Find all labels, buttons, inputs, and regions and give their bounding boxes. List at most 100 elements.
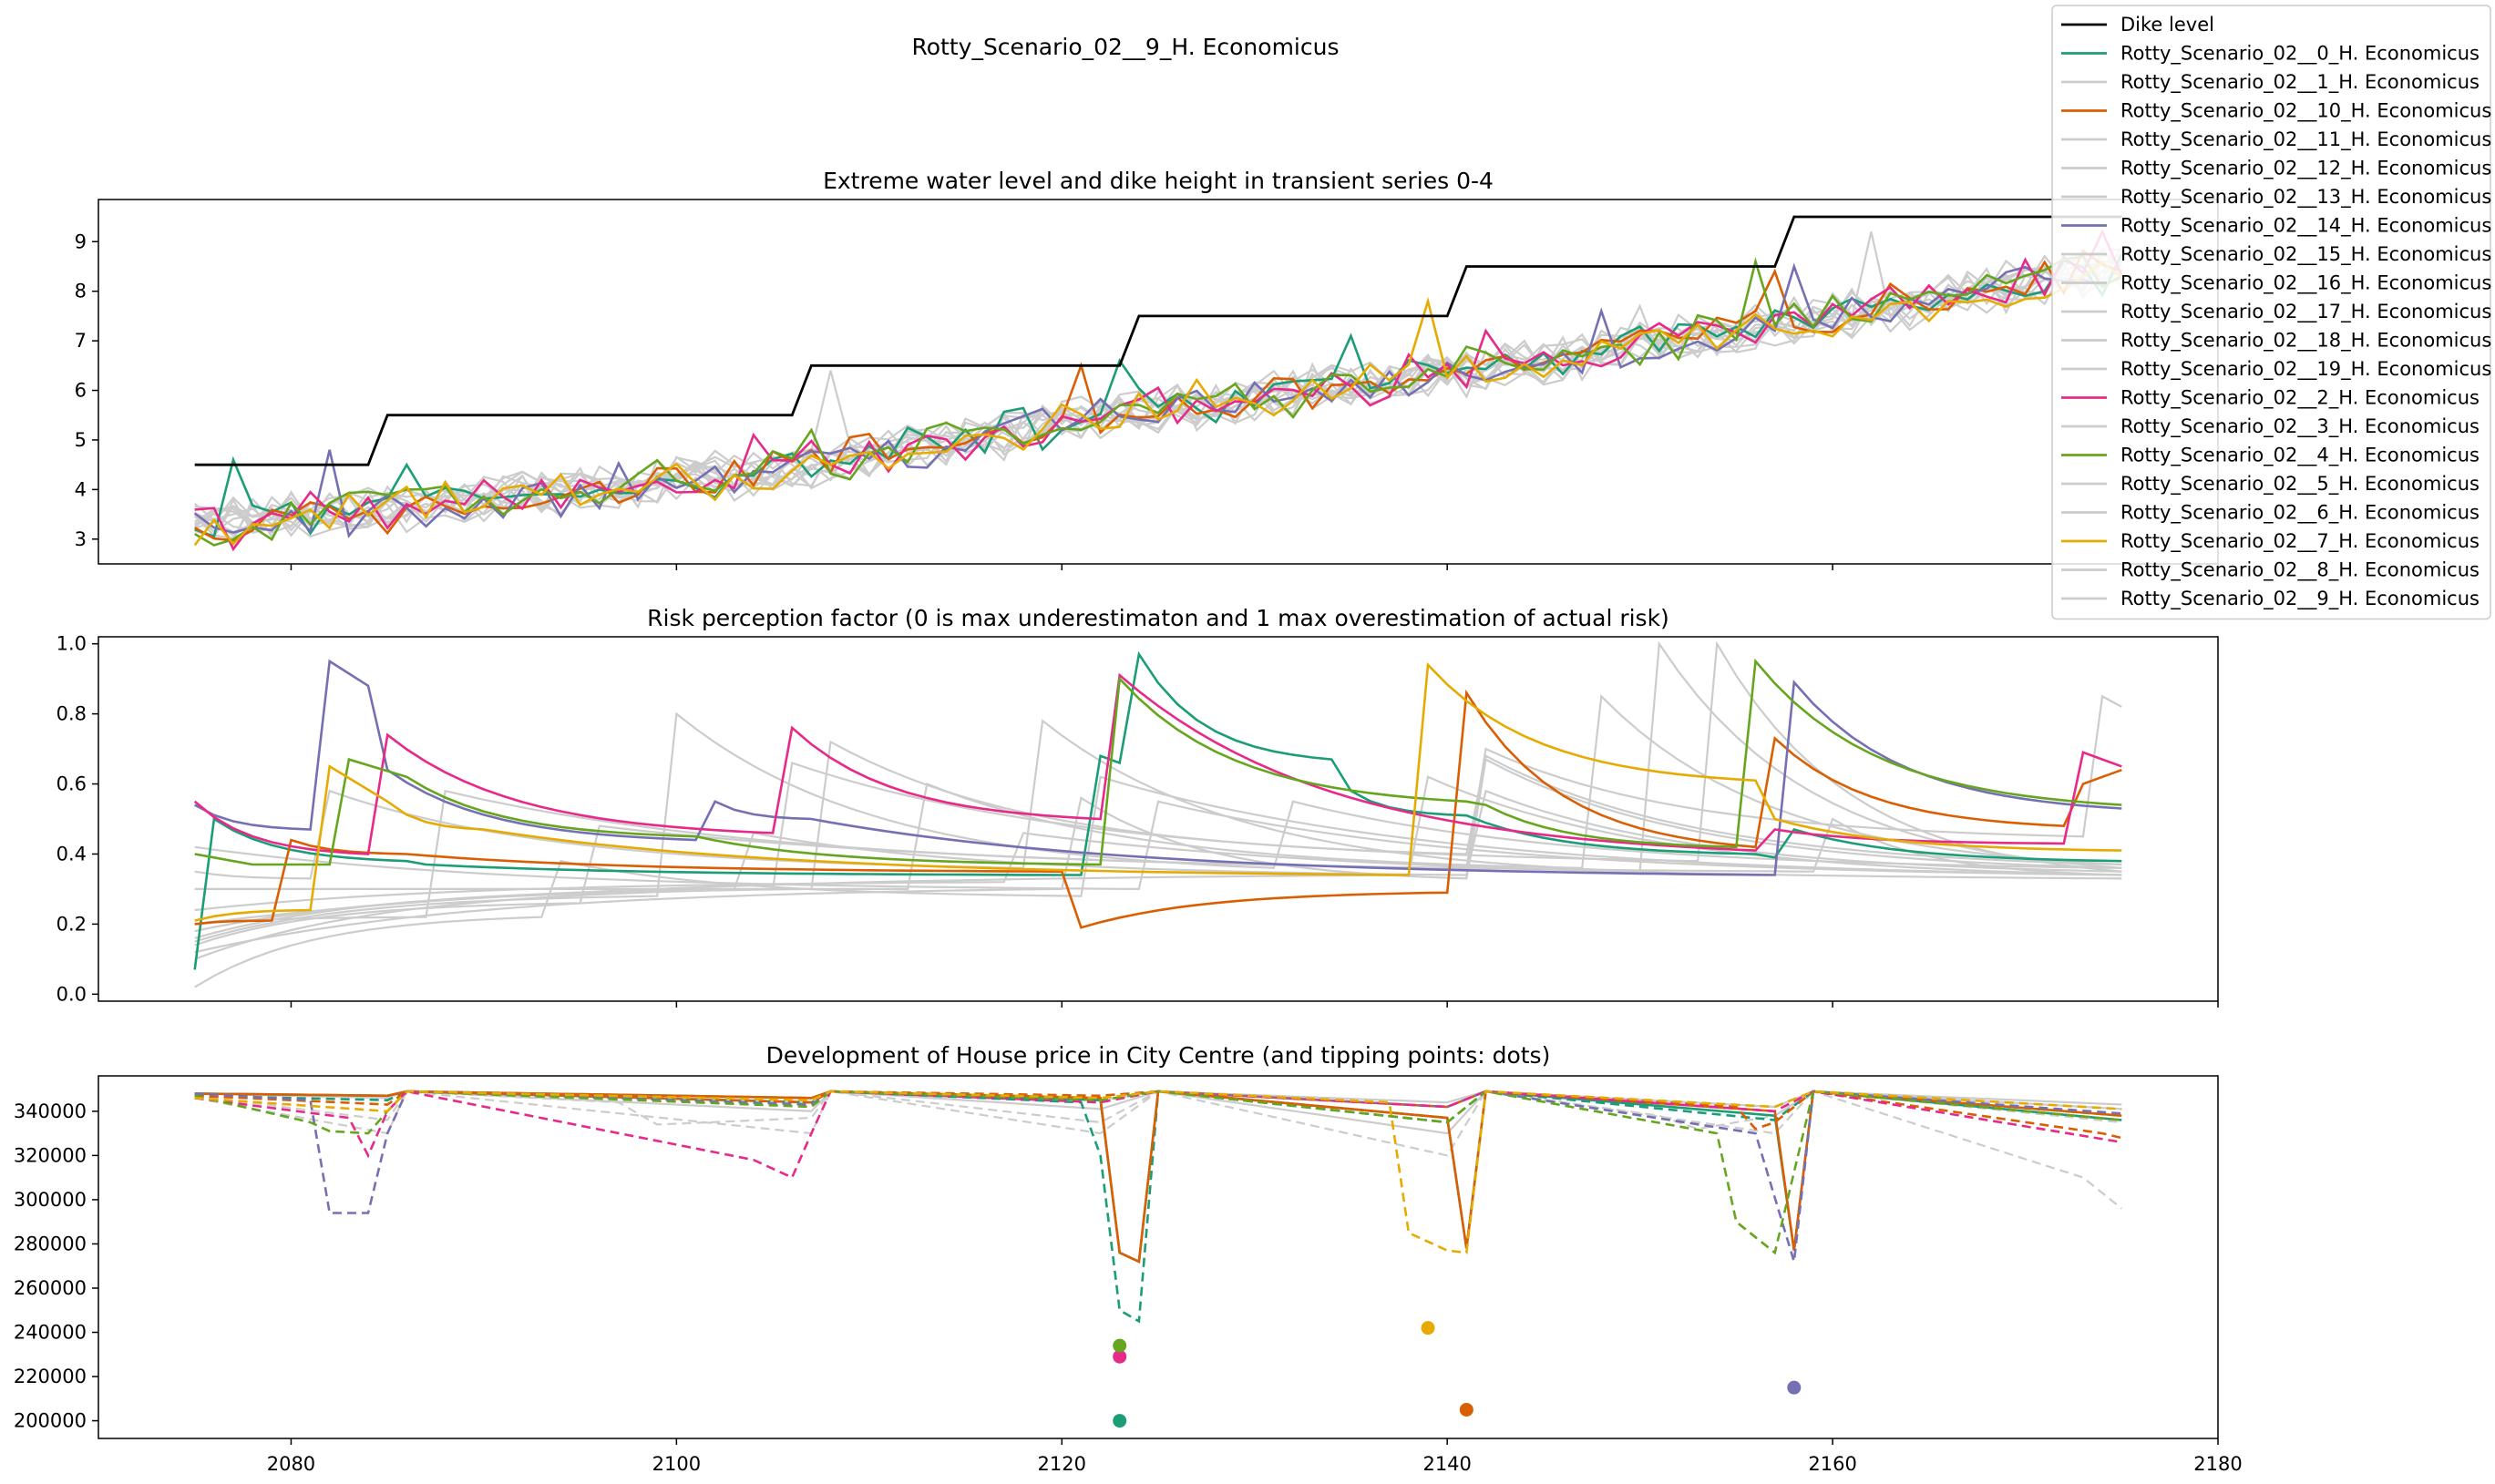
legend-entry: Rotty_Scenario_02__3_H. Economicus <box>2061 415 2480 438</box>
legend-entry: Rotty_Scenario_02__5_H. Economicus <box>2061 473 2480 496</box>
price-series-4 <box>194 1090 2122 1264</box>
panel-house-price-title: Development of House price in City Centr… <box>766 1042 1551 1069</box>
legend-entry: Rotty_Scenario_02__12_H. Economicus <box>2061 158 2491 180</box>
risk-series-17 <box>194 658 2122 866</box>
price-series-2 <box>194 1090 2122 1210</box>
legend-label: Rotty_Scenario_02__5_H. Economicus <box>2120 473 2480 496</box>
legend-entry: Rotty_Scenario_02__16_H. Economicus <box>2061 272 2491 295</box>
xtick-label: 2080 <box>267 1453 315 1475</box>
risk-series-14 <box>194 689 2122 929</box>
tipping-point-dot <box>1459 1402 1473 1417</box>
legend-label: Rotty_Scenario_02__4_H. Economicus <box>2120 445 2480 467</box>
legend-entry: Dike level <box>2061 14 2214 36</box>
legend-label: Rotty_Scenario_02__3_H. Economicus <box>2120 415 2480 438</box>
ytick-label: 0.6 <box>56 773 87 795</box>
legend-label: Rotty_Scenario_02__9_H. Economicus <box>2120 588 2480 610</box>
risk-series-1 <box>194 640 2122 880</box>
legend-label: Rotty_Scenario_02__16_H. Economicus <box>2120 272 2491 295</box>
risk-series-6 <box>194 757 2122 954</box>
ytick-label: 200000 <box>14 1410 87 1432</box>
ytick-label: 6 <box>75 380 87 402</box>
risk-series-13 <box>193 650 2122 970</box>
risk-series-18 <box>194 661 2122 922</box>
legend-label: Rotty_Scenario_02__14_H. Economicus <box>2120 215 2491 238</box>
legend-entry: Rotty_Scenario_02__19_H. Economicus <box>2061 358 2491 381</box>
legend-entry: Rotty_Scenario_02__1_H. Economicus <box>2061 71 2480 94</box>
legend-entry: Rotty_Scenario_02__13_H. Economicus <box>2061 186 2491 209</box>
legend-entry: Rotty_Scenario_02__9_H. Economicus <box>2061 588 2480 610</box>
legend-label: Dike level <box>2120 14 2214 36</box>
legend-label: Rotty_Scenario_02__17_H. Economicus <box>2120 301 2491 323</box>
legend-label: Rotty_Scenario_02__6_H. Economicus <box>2120 502 2480 525</box>
ytick-label: 8 <box>75 281 87 302</box>
ytick-label: 0.4 <box>56 843 87 865</box>
ytick-label: 340000 <box>14 1100 87 1122</box>
risk-series-9 <box>194 817 2122 947</box>
legend-label: Rotty_Scenario_02__2_H. Economicus <box>2120 387 2480 410</box>
axes-frame <box>98 636 2219 1002</box>
dike-level-line <box>194 215 2122 466</box>
figure-suptitle: Rotty_Scenario_02__9_H. Economicus <box>912 34 1340 60</box>
tipping-point-dot <box>1113 1349 1127 1364</box>
panel-risk-perception: Risk perception factor (0 is max underes… <box>56 605 2219 1008</box>
price-series-11 <box>194 1090 2122 1254</box>
legend-entry: Rotty_Scenario_02__15_H. Economicus <box>2061 243 2491 266</box>
plot-area <box>193 215 2123 552</box>
price-series-5 <box>194 1090 2122 1324</box>
panel-house-price: Development of House price in City Centr… <box>14 1042 2243 1475</box>
legend-entry: Rotty_Scenario_02__18_H. Economicus <box>2061 330 2491 353</box>
water-series-11 <box>194 258 2122 528</box>
ytick-label: 0.0 <box>56 983 87 1005</box>
legend-label: Rotty_Scenario_02__13_H. Economicus <box>2120 186 2491 209</box>
plot-area <box>194 1090 2122 1428</box>
ytick-label: 260000 <box>14 1277 87 1299</box>
risk-series-11 <box>194 789 2122 939</box>
legend-entry: Rotty_Scenario_02__4_H. Economicus <box>2061 445 2480 467</box>
ytick-label: 240000 <box>14 1322 87 1344</box>
price-series-10 <box>194 1090 2122 1255</box>
ytick-label: 9 <box>75 230 87 252</box>
ytick-label: 7 <box>75 330 87 352</box>
tipping-point-dot <box>1113 1414 1127 1428</box>
price-series-9 <box>194 1090 2122 1180</box>
risk-series-12 <box>194 832 2122 912</box>
legend-entry: Rotty_Scenario_02__17_H. Economicus <box>2061 301 2491 323</box>
ytick-label: 220000 <box>14 1366 87 1387</box>
legend-label: Rotty_Scenario_02__18_H. Economicus <box>2120 330 2491 353</box>
legend-entry: Rotty_Scenario_02__0_H. Economicus <box>2061 43 2480 66</box>
xtick-label: 2120 <box>1038 1453 1086 1475</box>
ytick-label: 3 <box>75 528 87 550</box>
price-series-3 <box>194 1090 2122 1157</box>
legend-entry: Rotty_Scenario_02__11_H. Economicus <box>2061 128 2491 151</box>
water-series-6 <box>194 231 2122 534</box>
ytick-label: 280000 <box>14 1233 87 1254</box>
legend: Dike level Rotty_Scenario_02__0_H. Econom… <box>2051 5 2491 620</box>
risk-series-7 <box>194 800 2122 891</box>
water-series-9 <box>193 259 2123 534</box>
legend-label: Rotty_Scenario_02__0_H. Economicus <box>2120 43 2480 66</box>
axes-frame <box>98 1075 2219 1439</box>
legend-label: Rotty_Scenario_02__11_H. Economicus <box>2120 128 2491 151</box>
legend-label: Rotty_Scenario_02__19_H. Economicus <box>2120 358 2491 381</box>
legend-label: Rotty_Scenario_02__8_H. Economicus <box>2120 559 2480 582</box>
legend-entry: Rotty_Scenario_02__10_H. Economicus <box>2061 100 2491 123</box>
xtick-label: 2140 <box>1422 1453 1471 1475</box>
legend-label: Rotty_Scenario_02__15_H. Economicus <box>2120 243 2491 266</box>
tipping-point-dot <box>1113 1338 1127 1353</box>
legend-entry: Rotty_Scenario_02__2_H. Economicus <box>2061 387 2480 410</box>
legend-label: Rotty_Scenario_02__7_H. Economicus <box>2120 530 2480 553</box>
xtick-label: 2160 <box>1808 1453 1856 1475</box>
ytick-label: 4 <box>75 478 87 500</box>
legend-label: Rotty_Scenario_02__12_H. Economicus <box>2120 158 2491 180</box>
xtick-label: 2180 <box>2193 1453 2242 1475</box>
ytick-label: 5 <box>75 429 87 451</box>
legend-entry: Rotty_Scenario_02__6_H. Economicus <box>2061 502 2480 525</box>
ytick-label: 300000 <box>14 1189 87 1211</box>
water-series-17 <box>194 255 2122 547</box>
ytick-label: 0.2 <box>56 913 87 935</box>
tipping-point-dot <box>1421 1321 1435 1336</box>
legend-entry: Rotty_Scenario_02__8_H. Economicus <box>2061 559 2480 582</box>
xtick-label: 2100 <box>652 1453 701 1475</box>
panel-risk-perception-title: Risk perception factor (0 is max underes… <box>647 605 1669 631</box>
tipping-point-dot <box>1787 1380 1802 1395</box>
